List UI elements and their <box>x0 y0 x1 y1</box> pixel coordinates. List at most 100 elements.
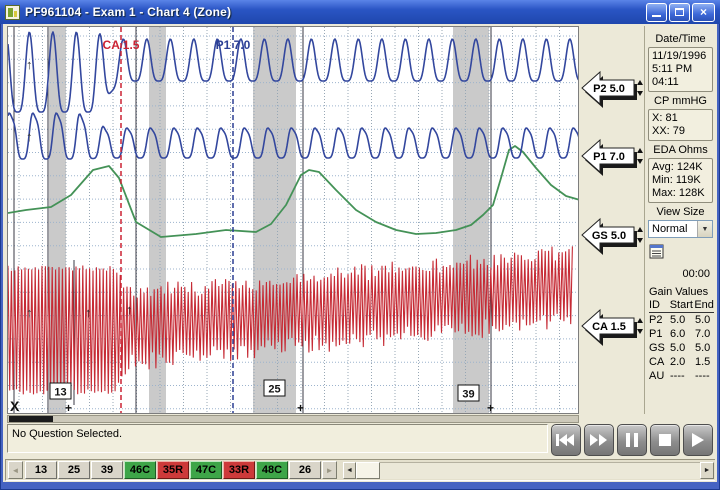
minimize-icon <box>652 14 661 17</box>
question-button-35R[interactable]: 35R <box>157 461 189 479</box>
question-button-48C[interactable]: 48C <box>256 461 288 479</box>
close-button[interactable]: × <box>692 2 715 22</box>
gain-cell: 5.0 <box>695 342 711 354</box>
gain-header-cell: Start <box>669 299 693 311</box>
play-icon <box>692 433 704 447</box>
tag-spin-up-icon[interactable] <box>637 80 643 85</box>
close-icon: × <box>699 5 707 19</box>
gain-row: GS 5.0 5.0 <box>649 342 716 355</box>
chart-h-scrollbar[interactable] <box>7 415 579 423</box>
maximize-icon <box>675 8 684 16</box>
view-size-dropdown[interactable]: Normal ▼ <box>648 220 713 238</box>
arrow-right-icon: ► <box>703 466 711 474</box>
question-button-39[interactable]: 39 <box>91 461 123 479</box>
question-button-13[interactable]: 13 <box>25 461 57 479</box>
cp-x-value: X: 81 <box>652 112 678 124</box>
tag-spin-up-icon[interactable] <box>637 148 643 153</box>
gain-cell: ---- <box>670 370 685 382</box>
fast-forward-icon <box>590 434 607 446</box>
minimize-button[interactable] <box>646 2 667 22</box>
stimulus-arrow-icon: ↑ <box>126 302 133 317</box>
elapsed-value: 04:11 <box>652 76 679 88</box>
view-size-label: View Size <box>656 206 705 218</box>
stimulus-arrow-icon: ↑ <box>85 305 92 320</box>
stop-icon <box>659 434 671 446</box>
gain-tag-ca[interactable]: CA 1.5 <box>580 308 644 348</box>
datetime-box: 11/19/1996 5:11 PM 04:11 <box>648 47 713 92</box>
tag-spin-up-icon[interactable] <box>637 318 643 323</box>
question-button-25[interactable]: 25 <box>58 461 90 479</box>
question-toolbar: ◄ 13 25 39 46C 35R 47C 33R 48C 26 ► ◄ ► <box>5 459 715 481</box>
window-title: PF961104 - Exam 1 - Chart 4 (Zone) <box>25 5 232 19</box>
question-button-33R[interactable]: 33R <box>223 461 255 479</box>
gain-row: CA 2.0 1.5 <box>649 356 716 369</box>
gain-cell: 2.0 <box>670 356 686 368</box>
chart-area[interactable]: CA 1.5 P1 7.0 13 25 39 X + + + ↑ ↑ ↑ ↑ ↑ <box>7 26 581 415</box>
gain-tag-gs[interactable]: GS 5.0 <box>580 217 644 257</box>
tag-spin-down-icon[interactable] <box>637 238 643 243</box>
gain-table: P2 5.0 5.0 P1 6.0 7.0 GS 5.0 5.0 CA 2.0 1.5 AU ---- --… <box>645 314 716 383</box>
pause-button[interactable] <box>617 424 647 456</box>
cursor-label: CA 1.5 <box>103 38 140 52</box>
question-list-icon[interactable] <box>649 244 665 260</box>
question-marker[interactable]: 39 <box>462 389 474 401</box>
tag-label: P1 7.0 <box>593 151 625 163</box>
stop-button[interactable] <box>650 424 680 456</box>
play-button[interactable] <box>683 424 713 456</box>
arrow-left-icon: ◄ <box>11 465 20 475</box>
arrow-right-icon: ► <box>325 465 334 475</box>
tag-label: CA 1.5 <box>592 321 626 333</box>
gain-cell: 5.0 <box>670 342 686 354</box>
plus-marker: + <box>487 401 494 413</box>
arrow-left-icon: ◄ <box>346 466 353 474</box>
question-buttons: 13 25 39 46C 35R 47C 33R 48C 26 <box>25 461 322 479</box>
view-size-value: Normal <box>652 223 688 235</box>
time-value: 5:11 PM <box>652 63 693 75</box>
gain-cell: 5.0 <box>695 314 711 326</box>
question-nav-left-button[interactable]: ◄ <box>8 461 23 479</box>
cp-label: CP mmHG <box>654 95 707 107</box>
question-marker[interactable]: 13 <box>54 387 66 399</box>
gain-tag-p2[interactable]: P2 5.0 <box>580 70 644 110</box>
eda-box: Avg: 124K Min: 119K Max: 128K <box>648 158 713 203</box>
gain-row: P2 5.0 5.0 <box>649 314 716 327</box>
question-button-47C[interactable]: 47C <box>190 461 222 479</box>
question-nav-right-button[interactable]: ► <box>322 461 337 479</box>
question-scroll-track[interactable] <box>380 461 700 479</box>
gain-cell: P1 <box>649 328 663 340</box>
plus-marker: + <box>65 401 72 413</box>
title-bar[interactable]: PF961104 - Exam 1 - Chart 4 (Zone) × <box>0 0 720 24</box>
eda-max-value: Max: 128K <box>652 187 705 199</box>
gain-values-title: Gain Values <box>649 286 709 298</box>
dropdown-button[interactable]: ▼ <box>697 221 712 237</box>
stimulus-arrow-icon: ↑ <box>26 57 33 72</box>
tag-spin-down-icon[interactable] <box>637 159 643 164</box>
gain-row: AU ---- ---- <box>649 370 716 383</box>
tag-spin-down-icon[interactable] <box>637 91 643 96</box>
eda-label: EDA Ohms <box>653 144 708 156</box>
gain-cell: P2 <box>649 314 663 326</box>
question-scroll-thumb[interactable] <box>356 461 380 479</box>
cp-box: X: 81 XX: 79 <box>648 109 713 141</box>
gain-cell: CA <box>649 356 665 368</box>
gain-cell: 1.5 <box>695 356 711 368</box>
maximize-button[interactable] <box>669 2 690 22</box>
polygraph-chart-canvas[interactable]: CA 1.5 P1 7.0 13 25 39 X + + + ↑ ↑ ↑ ↑ ↑ <box>7 27 581 415</box>
tag-arrow-left-icon <box>581 138 635 174</box>
scrollbar-thumb[interactable] <box>9 416 53 422</box>
question-scroll-left-button[interactable]: ◄ <box>343 461 356 479</box>
question-button-46C[interactable]: 46C <box>124 461 156 479</box>
question-scroll-right-button[interactable]: ► <box>700 461 714 479</box>
question-button-26[interactable]: 26 <box>289 461 321 479</box>
gain-tag-p1[interactable]: P1 7.0 <box>580 138 644 178</box>
datetime-label: Date/Time <box>655 33 706 45</box>
question-marker[interactable]: 25 <box>268 384 280 396</box>
tag-spin-up-icon[interactable] <box>637 227 643 232</box>
tag-spin-down-icon[interactable] <box>637 329 643 334</box>
fast-forward-button[interactable] <box>584 424 614 456</box>
transport-controls <box>551 423 717 457</box>
skip-to-start-button[interactable] <box>551 424 581 456</box>
skip-to-start-icon <box>556 434 574 446</box>
cp-xx-value: XX: 79 <box>652 125 686 137</box>
chart-clock: 00:00 <box>682 268 710 280</box>
